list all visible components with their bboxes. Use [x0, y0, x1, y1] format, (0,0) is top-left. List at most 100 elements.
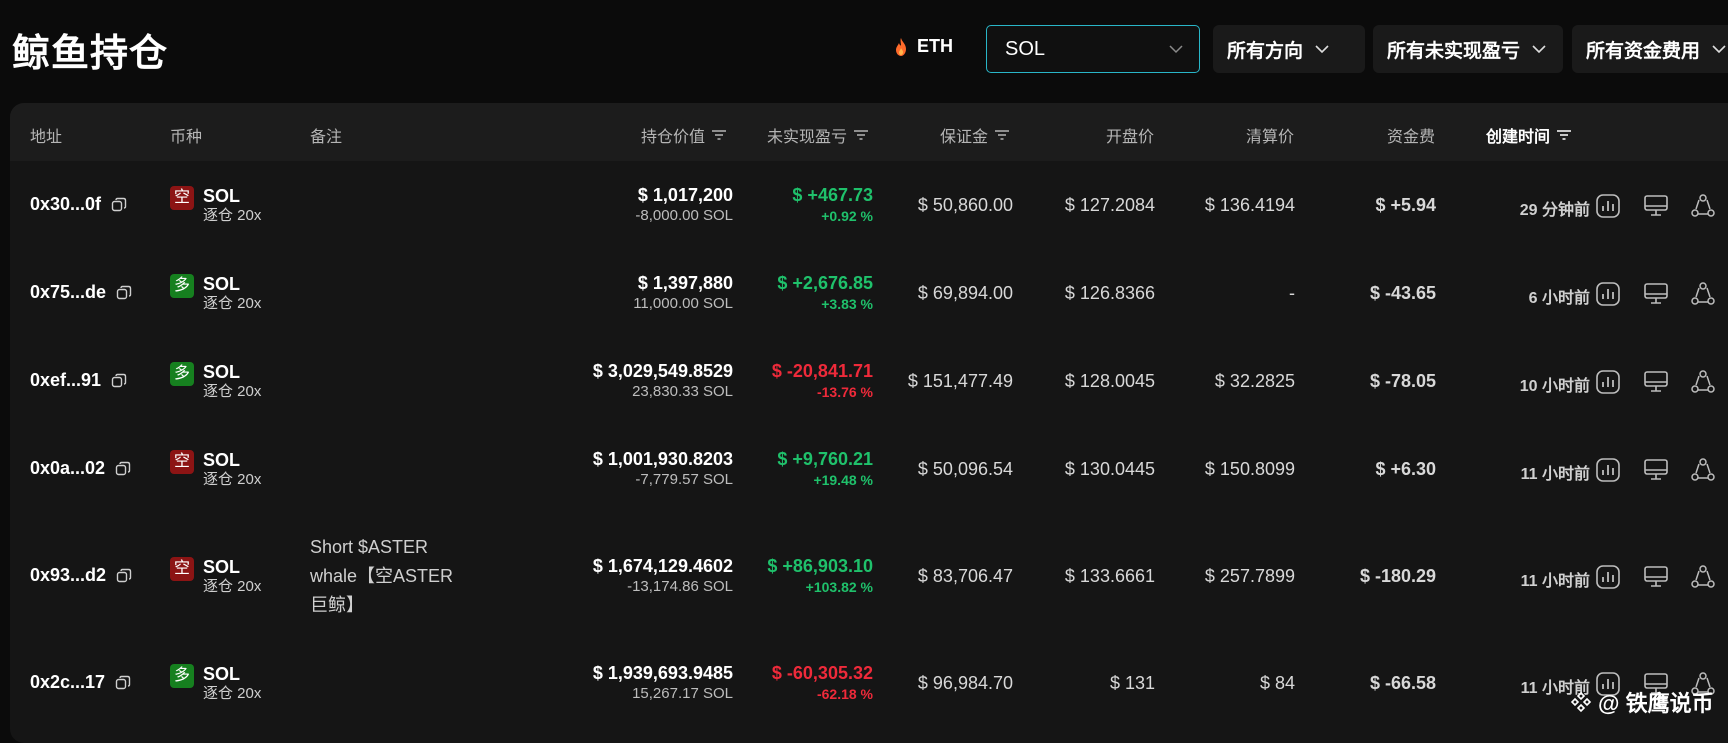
col-pnl[interactable]: 未实现盈亏 [767, 123, 869, 147]
side-badge: 空 [170, 186, 194, 210]
row-actions [0, 369, 1728, 395]
address-cell[interactable]: 0x93...d2 [30, 565, 132, 586]
monitor-icon[interactable] [1643, 281, 1669, 307]
monitor-icon[interactable] [1643, 457, 1669, 483]
open-price-cell: $ 126.8366 [1064, 283, 1155, 303]
address-text[interactable]: 0x0a...02 [30, 458, 106, 478]
col-value-label: 持仓价值 [641, 129, 706, 146]
copy-icon[interactable] [115, 675, 131, 691]
pnl-percent: -62.18 % [816, 686, 873, 702]
position-size: -7,779.57 SOL [635, 471, 733, 488]
chart-icon[interactable] [1595, 564, 1621, 590]
liq-price-cell: $ 150.8099 [1204, 459, 1295, 479]
liq-price-cell: $ 257.7899 [1204, 566, 1295, 586]
share-icon[interactable] [1690, 457, 1716, 483]
copy-icon[interactable] [116, 568, 132, 584]
liq-price-cell: $ 32.2825 [1214, 371, 1295, 391]
address-cell[interactable]: 0x2c...17 [30, 672, 131, 693]
monitor-icon[interactable] [1643, 564, 1669, 590]
col-created[interactable]: 创建时间 [1486, 123, 1572, 147]
position-size: -8,000.00 SOL [635, 207, 733, 224]
chevron-down-icon [1315, 45, 1329, 54]
monitor-icon[interactable] [1643, 369, 1669, 395]
copy-icon[interactable] [115, 461, 131, 477]
margin-cell: $ 50,096.54 [917, 459, 1013, 479]
funding-cell: $ +6.30 [1375, 459, 1436, 479]
chevron-down-icon [1532, 45, 1546, 54]
coin-search-input[interactable] [1003, 36, 1157, 62]
table-row[interactable]: 0xef...91 多 SOL 逐仓 20x $ 3,029,549.8529 … [0, 338, 1728, 426]
pnl-cell: $ +2,676.85 +3.83 % [777, 272, 873, 314]
address-cell[interactable]: 0x75...de [30, 282, 132, 303]
chart-icon[interactable] [1595, 281, 1621, 307]
position-value: $ 1,397,880 [637, 273, 733, 293]
address-cell[interactable]: 0x30...0f [30, 194, 127, 215]
chart-icon[interactable] [1595, 193, 1621, 219]
col-value[interactable]: 持仓价值 [641, 123, 727, 147]
monitor-icon[interactable] [1643, 671, 1669, 697]
address-text[interactable]: 0x30...0f [30, 194, 102, 214]
row-actions [0, 193, 1728, 219]
created-cell: 29 分钟前 [1519, 202, 1590, 219]
pnl-value: $ +9,760.21 [777, 449, 873, 469]
share-icon[interactable] [1690, 671, 1716, 697]
share-icon[interactable] [1690, 281, 1716, 307]
monitor-icon[interactable] [1643, 193, 1669, 219]
copy-icon[interactable] [111, 373, 127, 389]
coin-name: SOL [203, 186, 241, 206]
table-row[interactable]: 0x30...0f 空 SOL 逐仓 20x $ 1,017,200 -8,00… [0, 162, 1728, 250]
funding-dropdown[interactable]: 所有资金费用 [1572, 25, 1728, 73]
position-value: $ 1,674,129.4602 [592, 556, 733, 576]
pnl-value: $ -60,305.32 [771, 663, 873, 683]
page-title: 鲸鱼持仓 [12, 33, 169, 75]
value-cell: $ 1,674,129.4602 -13,174.86 SOL [593, 555, 733, 597]
margin-cell: $ 69,894.00 [917, 283, 1013, 303]
chart-icon[interactable] [1595, 671, 1621, 697]
coin-cell: 空 SOL 逐仓 20x [170, 557, 261, 597]
margin-cell: $ 151,477.49 [907, 371, 1013, 391]
liq-price-cell: - [1289, 283, 1295, 303]
address-text[interactable]: 0x2c...17 [30, 672, 106, 692]
address-cell[interactable]: 0x0a...02 [30, 458, 131, 479]
col-address: 地址 [30, 129, 63, 146]
chart-icon[interactable] [1595, 369, 1621, 395]
copy-icon[interactable] [116, 285, 132, 301]
share-icon[interactable] [1690, 369, 1716, 395]
table-row[interactable]: 0x93...d2 空 SOL 逐仓 20x Short $ASTER whal… [0, 514, 1728, 640]
address-cell[interactable]: 0xef...91 [30, 370, 127, 391]
coin-cell: 空 SOL 逐仓 20x [170, 186, 261, 226]
pnl-cell: $ +467.73 +0.92 % [792, 184, 873, 226]
leverage-text: 逐仓 20x [203, 685, 262, 702]
table-row[interactable]: 0x0a...02 空 SOL 逐仓 20x $ 1,001,930.8203 … [0, 426, 1728, 514]
liq-price-cell: $ 84 [1259, 673, 1295, 693]
address-text[interactable]: 0x93...d2 [30, 565, 107, 585]
pnl-percent: +19.48 % [813, 472, 873, 488]
pnl-dropdown[interactable]: 所有未实现盈亏 [1373, 25, 1563, 73]
share-icon[interactable] [1690, 193, 1716, 219]
created-cell: 11 小时前 [1520, 466, 1590, 483]
side-badge: 多 [170, 362, 194, 386]
address-text[interactable]: 0x75...de [30, 282, 107, 302]
value-cell: $ 3,029,549.8529 23,830.33 SOL [593, 360, 733, 402]
address-text[interactable]: 0xef...91 [30, 370, 102, 390]
pnl-cell: $ +86,903.10 +103.82 % [767, 555, 873, 597]
pnl-dropdown-label: 所有未实现盈亏 [1387, 40, 1521, 62]
position-size: -13,174.86 SOL [627, 578, 733, 595]
coin-name: SOL [203, 450, 241, 470]
copy-icon[interactable] [111, 197, 127, 213]
col-margin-label: 保证金 [940, 129, 989, 146]
created-cell: 6 小时前 [1528, 290, 1590, 307]
watermark-text: @ 铁鹰说币 [1598, 691, 1714, 716]
leverage-text: 逐仓 20x [203, 207, 262, 224]
share-icon[interactable] [1690, 564, 1716, 590]
position-value: $ 1,939,693.9485 [592, 663, 733, 683]
position-value: $ 1,017,200 [637, 185, 733, 205]
direction-dropdown[interactable]: 所有方向 [1213, 25, 1365, 73]
table-row[interactable]: 0x2c...17 多 SOL 逐仓 20x $ 1,939,693.9485 … [0, 640, 1728, 728]
coin-search[interactable] [986, 25, 1200, 73]
col-margin[interactable]: 保证金 [940, 123, 1010, 147]
eth-filter[interactable]: ETH [893, 36, 953, 57]
filter-icon [1557, 130, 1572, 140]
table-row[interactable]: 0x75...de 多 SOL 逐仓 20x $ 1,397,880 11,00… [0, 250, 1728, 338]
chart-icon[interactable] [1595, 457, 1621, 483]
